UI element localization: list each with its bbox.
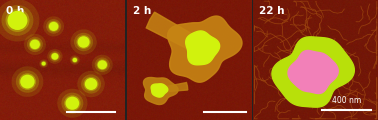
Ellipse shape bbox=[77, 36, 90, 48]
Ellipse shape bbox=[30, 40, 40, 49]
Ellipse shape bbox=[27, 37, 43, 52]
Polygon shape bbox=[163, 83, 188, 92]
Ellipse shape bbox=[49, 51, 60, 62]
Ellipse shape bbox=[8, 11, 28, 30]
Ellipse shape bbox=[16, 70, 39, 93]
Ellipse shape bbox=[20, 75, 35, 89]
Ellipse shape bbox=[64, 95, 81, 111]
Ellipse shape bbox=[51, 53, 58, 60]
Ellipse shape bbox=[65, 97, 79, 110]
Ellipse shape bbox=[24, 34, 46, 55]
Polygon shape bbox=[146, 12, 199, 51]
Ellipse shape bbox=[97, 59, 108, 70]
Ellipse shape bbox=[74, 33, 93, 51]
Ellipse shape bbox=[95, 57, 110, 72]
Ellipse shape bbox=[77, 71, 105, 97]
Ellipse shape bbox=[48, 21, 59, 32]
Ellipse shape bbox=[70, 55, 80, 65]
Ellipse shape bbox=[49, 22, 58, 31]
Ellipse shape bbox=[0, 0, 39, 42]
Ellipse shape bbox=[73, 58, 77, 62]
Ellipse shape bbox=[84, 77, 99, 91]
Ellipse shape bbox=[19, 73, 36, 90]
Ellipse shape bbox=[46, 19, 61, 34]
Ellipse shape bbox=[2, 5, 33, 36]
Ellipse shape bbox=[76, 35, 91, 49]
Ellipse shape bbox=[92, 55, 113, 75]
Polygon shape bbox=[151, 84, 168, 97]
Polygon shape bbox=[144, 78, 178, 105]
Ellipse shape bbox=[57, 89, 87, 118]
Ellipse shape bbox=[51, 52, 59, 60]
Text: 22 h: 22 h bbox=[259, 6, 285, 16]
Ellipse shape bbox=[11, 66, 43, 97]
Ellipse shape bbox=[42, 62, 46, 66]
Ellipse shape bbox=[61, 93, 83, 114]
Ellipse shape bbox=[47, 49, 63, 64]
Ellipse shape bbox=[40, 60, 47, 67]
Text: 0 h: 0 h bbox=[6, 6, 25, 16]
Polygon shape bbox=[288, 51, 338, 93]
Polygon shape bbox=[272, 37, 354, 107]
Ellipse shape bbox=[29, 39, 41, 50]
Ellipse shape bbox=[81, 74, 101, 94]
Ellipse shape bbox=[39, 59, 48, 68]
Polygon shape bbox=[186, 31, 220, 65]
Text: 2 h: 2 h bbox=[133, 6, 151, 16]
Ellipse shape bbox=[6, 9, 29, 32]
Ellipse shape bbox=[43, 16, 64, 36]
Ellipse shape bbox=[72, 57, 77, 63]
Ellipse shape bbox=[85, 78, 97, 90]
Polygon shape bbox=[168, 16, 242, 82]
Ellipse shape bbox=[98, 60, 107, 69]
Ellipse shape bbox=[70, 29, 97, 55]
Ellipse shape bbox=[41, 61, 46, 66]
Ellipse shape bbox=[71, 57, 79, 63]
Text: 400 nm: 400 nm bbox=[332, 96, 361, 105]
